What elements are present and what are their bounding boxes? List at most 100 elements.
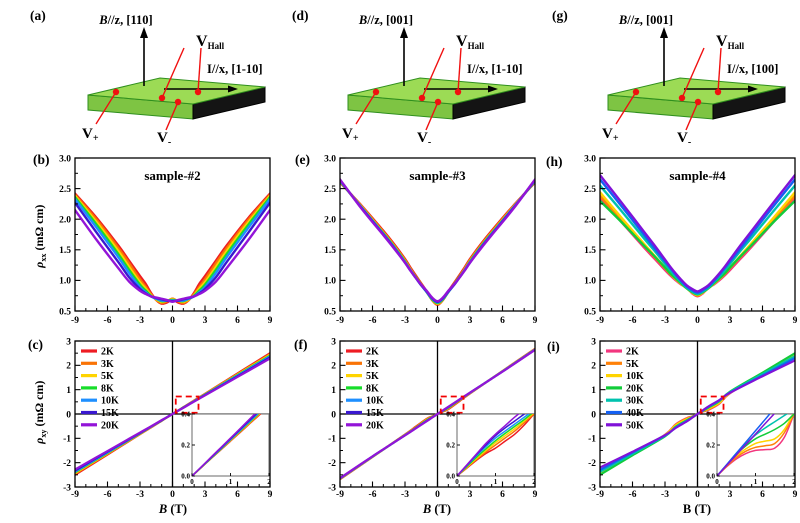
svg-text:3: 3 xyxy=(728,490,733,500)
panel-letter-e: (e) xyxy=(295,152,310,167)
svg-text:9: 9 xyxy=(533,490,538,500)
contact-dot xyxy=(714,88,722,96)
svg-text:0: 0 xyxy=(170,316,175,326)
v-hall-label: VHall xyxy=(716,33,745,51)
svg-text:0.0: 0.0 xyxy=(446,473,455,481)
axes-ticks: -9 -6 -3 0 3 6 9 0.5 1.0 1.5 2.0 2.5 3.0 xyxy=(59,154,273,326)
svg-text:20K: 20K xyxy=(101,420,119,431)
svg-text:-3: -3 xyxy=(401,490,409,500)
v-plus-label: V+ xyxy=(82,126,99,144)
contact-dot xyxy=(632,88,640,96)
series-50K xyxy=(600,173,795,293)
svg-text:50K: 50K xyxy=(626,420,644,431)
svg-text:0: 0 xyxy=(190,478,194,486)
svg-text:2.5: 2.5 xyxy=(584,185,596,195)
chart-rho-xx-sample-3: -9 -6 -3 0 3 6 9 0.5 1.0 1.5 2.0 2.5 3.0 sample-#3 xyxy=(324,154,538,326)
series-20K xyxy=(75,357,270,471)
svg-text:3K: 3K xyxy=(366,359,379,370)
contact-dot xyxy=(158,94,166,102)
y-axis-label-rho-xy: ρxy (mΩ cm) xyxy=(31,380,49,444)
svg-text:1: 1 xyxy=(66,386,71,396)
svg-text:-9: -9 xyxy=(71,490,79,500)
axes-ticks: -9 -6 -3 0 3 6 9 -3 -2 -1 0 1 2 3 xyxy=(588,337,798,500)
svg-text:2K: 2K xyxy=(366,347,379,358)
sample-title: sample-#3 xyxy=(409,168,466,183)
svg-text:0: 0 xyxy=(695,490,700,500)
svg-text:20K: 20K xyxy=(366,420,384,431)
svg-text:-9: -9 xyxy=(71,316,79,326)
contact-dot xyxy=(372,88,380,96)
svg-text:0: 0 xyxy=(435,316,440,326)
svg-text:10K: 10K xyxy=(366,396,384,407)
x-axis-label-b-t-2: B (T) xyxy=(422,502,452,516)
b-field-arrow xyxy=(400,27,408,86)
contact-dot xyxy=(112,88,120,96)
axes-ticks: -9 -6 -3 0 3 6 9 0.5 1.0 1.5 2.0 2.5 3.0 xyxy=(324,154,538,326)
contact-dot xyxy=(434,98,442,106)
svg-text:2K: 2K xyxy=(626,347,639,358)
series-8K xyxy=(340,180,535,305)
svg-text:40K: 40K xyxy=(626,408,644,419)
sample-title: sample-#4 xyxy=(669,168,726,183)
svg-text:6: 6 xyxy=(760,490,765,500)
data-curves xyxy=(600,352,795,476)
svg-text:9: 9 xyxy=(793,316,798,326)
svg-text:0.4: 0.4 xyxy=(706,411,715,419)
axes-ticks: -9 -6 -3 0 3 6 9 -3 -2 -1 0 1 2 3 xyxy=(63,337,273,500)
svg-text:-9: -9 xyxy=(336,490,344,500)
svg-text:15K: 15K xyxy=(366,408,384,419)
v-hall-label: VHall xyxy=(456,33,485,51)
series-10K xyxy=(340,179,535,304)
svg-text:0.0: 0.0 xyxy=(706,473,715,481)
svg-text:3.0: 3.0 xyxy=(324,154,336,164)
svg-text:0.4: 0.4 xyxy=(181,411,190,419)
svg-text:1: 1 xyxy=(331,386,336,396)
current-label: I//x, [100] xyxy=(727,62,778,76)
svg-text:-2: -2 xyxy=(588,459,596,469)
svg-text:-2: -2 xyxy=(328,459,336,469)
svg-text:6: 6 xyxy=(235,490,240,500)
svg-text:3.0: 3.0 xyxy=(584,154,596,164)
svg-text:2.5: 2.5 xyxy=(59,185,71,195)
svg-text:-6: -6 xyxy=(629,316,637,326)
svg-text:2.0: 2.0 xyxy=(59,216,71,226)
b-field-label: B//z, [110] xyxy=(98,13,152,27)
svg-text:6: 6 xyxy=(760,316,765,326)
series-3K xyxy=(340,180,535,306)
y-axis-label-rho-xx: ρxx (mΩ cm) xyxy=(31,204,49,268)
svg-text:1.0: 1.0 xyxy=(584,277,596,287)
svg-text:0: 0 xyxy=(715,478,719,486)
series-15K xyxy=(340,178,535,304)
svg-text:6: 6 xyxy=(500,316,505,326)
svg-text:1.5: 1.5 xyxy=(59,246,71,256)
svg-text:6: 6 xyxy=(500,490,505,500)
b-field-label: B//z, [001] xyxy=(358,13,413,27)
sample-slab xyxy=(607,77,786,120)
hall-probe-wires xyxy=(615,47,722,131)
series-40K xyxy=(600,178,795,294)
svg-text:-9: -9 xyxy=(336,316,344,326)
contact-dot xyxy=(454,88,462,96)
svg-text:3: 3 xyxy=(331,337,336,347)
zoom-region-box xyxy=(174,395,200,414)
svg-text:9: 9 xyxy=(268,316,273,326)
current-label: I//x, [1-10] xyxy=(207,62,263,76)
svg-text:3: 3 xyxy=(468,316,473,326)
svg-text:0.0: 0.0 xyxy=(181,473,190,481)
series-20K xyxy=(340,348,535,480)
svg-text:6: 6 xyxy=(235,316,240,326)
svg-text:1: 1 xyxy=(494,478,498,486)
svg-text:1.0: 1.0 xyxy=(59,277,71,287)
svg-text:-6: -6 xyxy=(104,316,112,326)
low-field-inset: 0 1 2 0.0 0.2 0.4 xyxy=(181,411,271,487)
chart-rho-xx-sample-2: -9 -6 -3 0 3 6 9 0.5 1.0 1.5 2.0 2.5 3.0 sample-#2 xyxy=(59,154,273,326)
svg-text:15K: 15K xyxy=(101,408,119,419)
hall-probe-wires xyxy=(95,47,202,131)
low-field-inset: 0 1 2 0.0 0.2 0.4 xyxy=(446,411,536,487)
svg-text:1.5: 1.5 xyxy=(324,246,336,256)
svg-text:1.5: 1.5 xyxy=(584,246,596,256)
svg-text:0.2: 0.2 xyxy=(181,442,190,450)
svg-text:-3: -3 xyxy=(136,490,144,500)
